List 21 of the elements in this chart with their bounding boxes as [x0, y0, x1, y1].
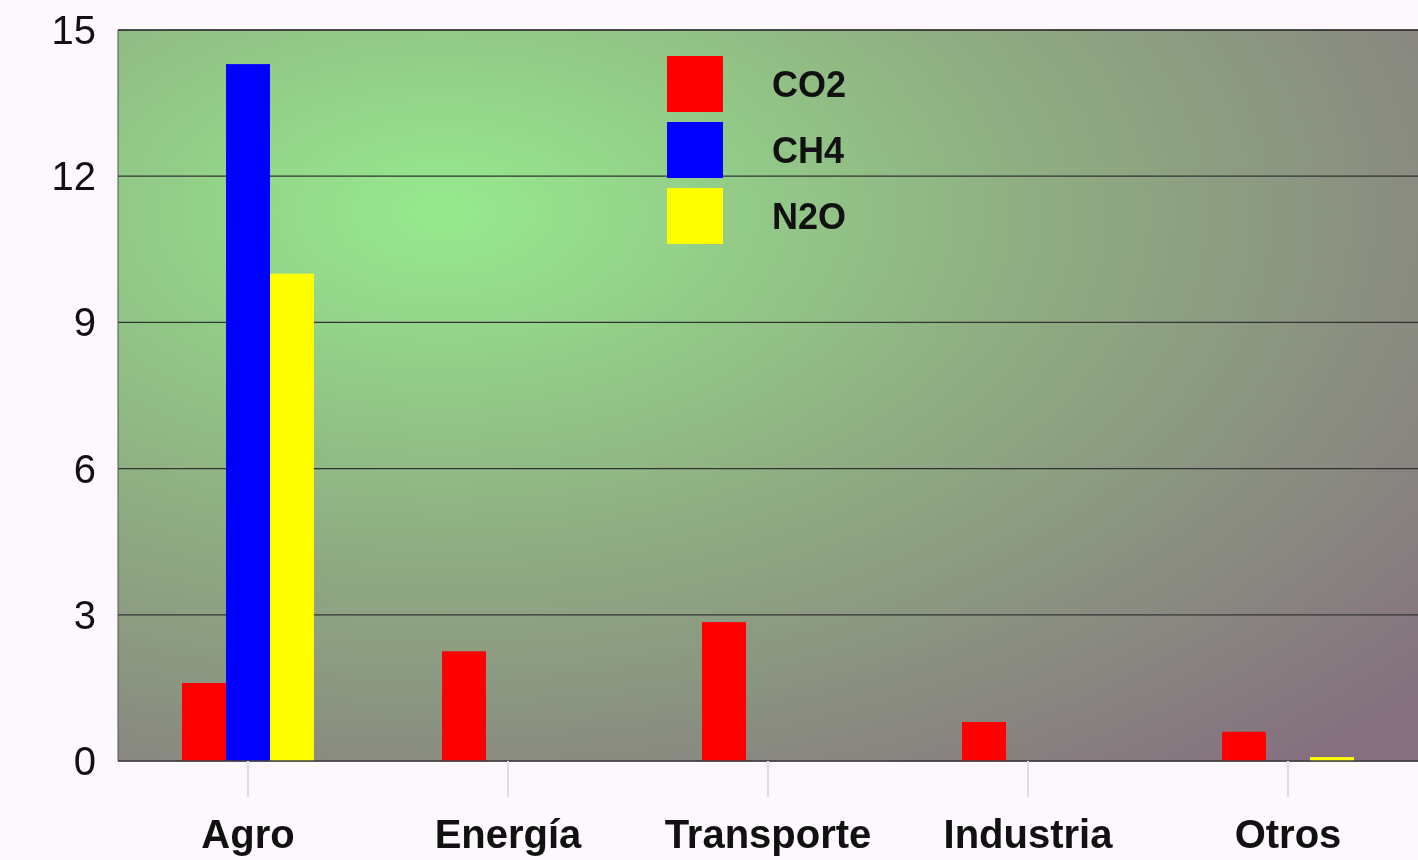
- legend-label: CO2: [772, 63, 847, 105]
- x-tick-label: Otros: [1234, 812, 1342, 856]
- bar: [442, 651, 486, 761]
- y-tick-label: 6: [73, 446, 96, 491]
- x-tick-label: Industria: [943, 812, 1114, 856]
- legend-label: N2O: [772, 195, 847, 237]
- y-tick-label: 3: [73, 592, 96, 637]
- y-tick-label: 15: [51, 8, 96, 52]
- x-tick-label: Agro: [201, 812, 295, 856]
- y-tick-label: 12: [51, 154, 96, 199]
- bar: [182, 683, 226, 761]
- x-tick-label: Energía: [434, 812, 583, 856]
- bar: [1222, 731, 1266, 761]
- bar: [702, 622, 746, 761]
- x-tick-label: Transporte: [664, 812, 872, 856]
- bar: [962, 722, 1006, 761]
- bar: [270, 273, 314, 761]
- y-tick-label: 9: [73, 300, 96, 345]
- y-tick-label: 0: [73, 739, 96, 783]
- legend-label: CH4: [772, 129, 845, 171]
- bar: [226, 64, 270, 761]
